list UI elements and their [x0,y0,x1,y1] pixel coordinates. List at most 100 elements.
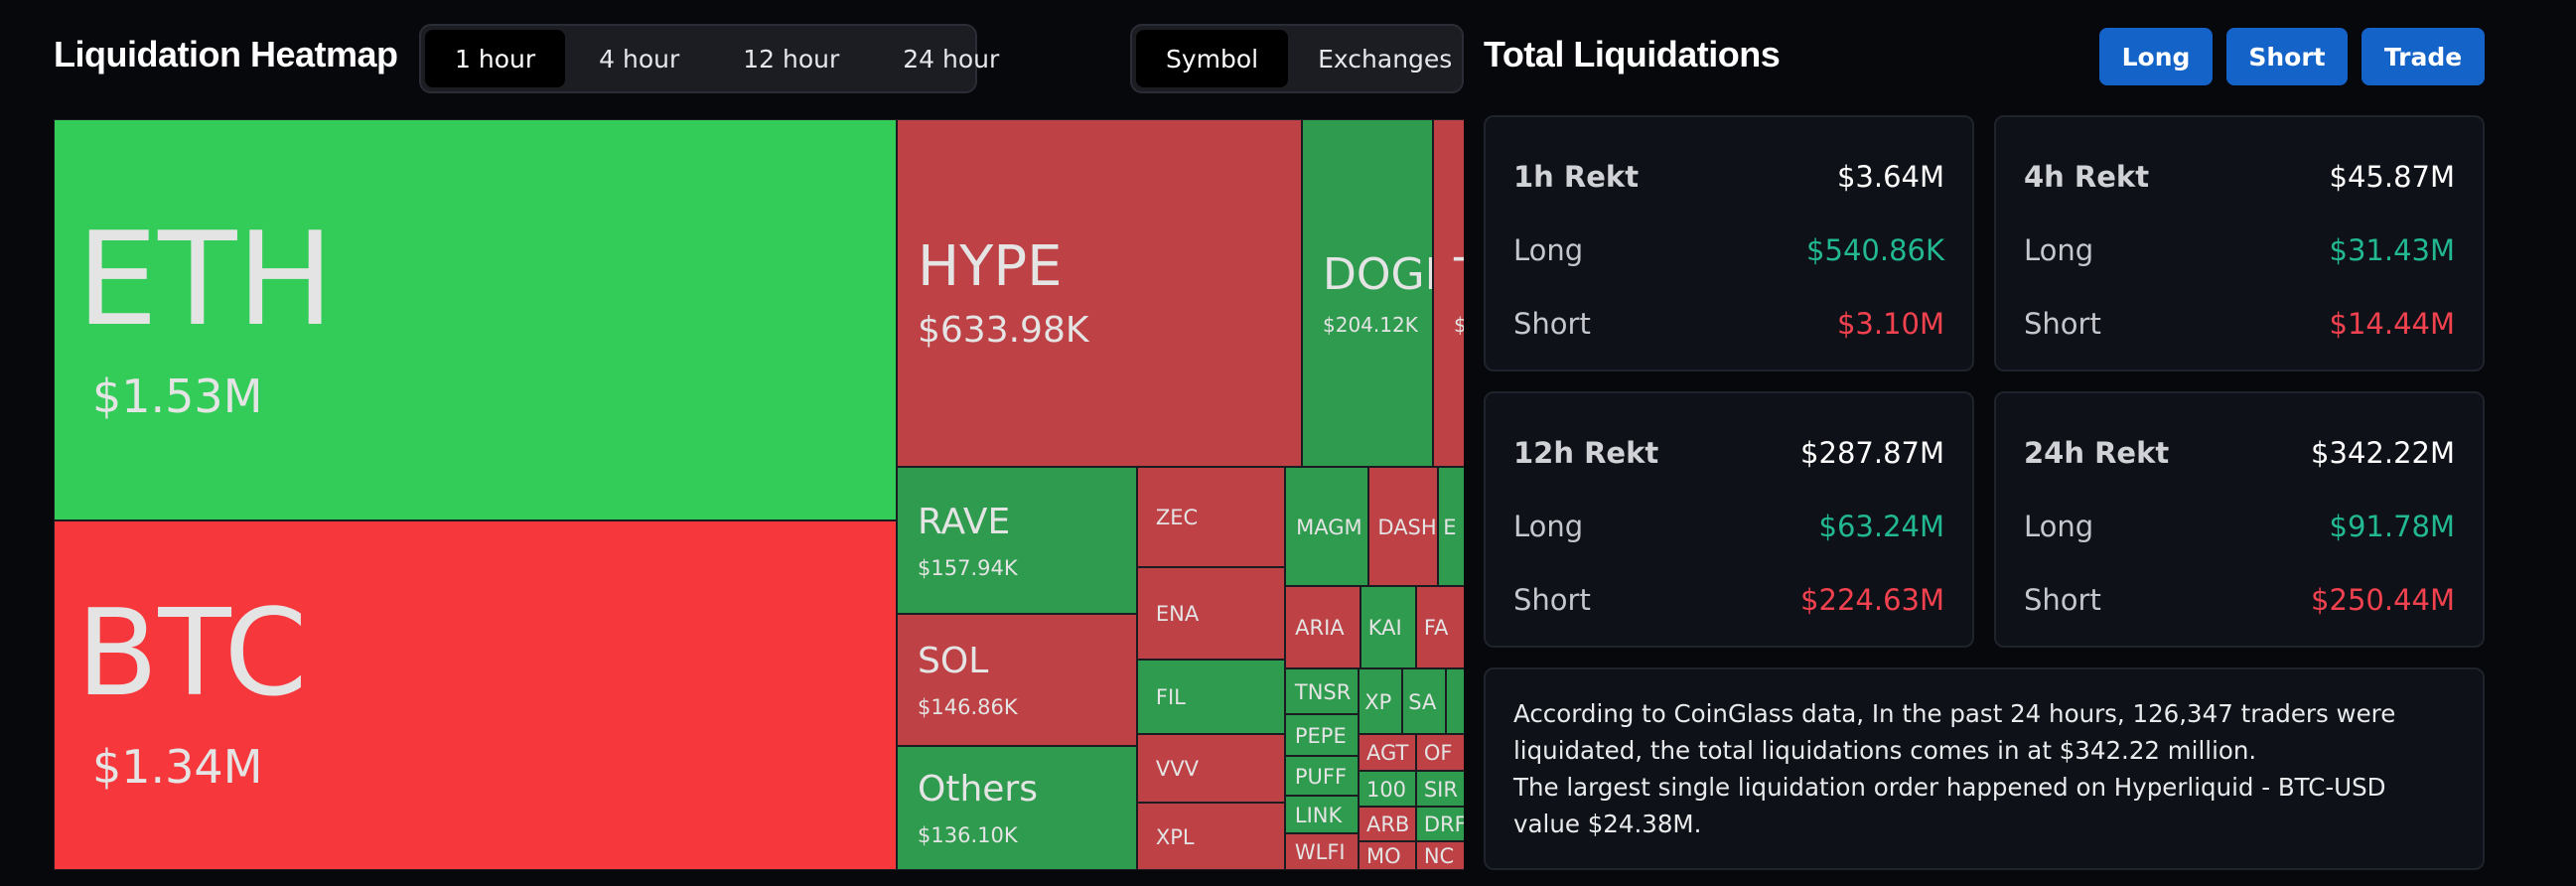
treemap-tile-xp[interactable]: XP [1359,668,1402,734]
long-label: Long [1513,233,1584,267]
treemap-tile-btc[interactable]: BTC $1.34M [54,520,897,870]
short-label: Short [2024,307,2101,341]
timeframe-12h-button[interactable]: 12 hour [743,44,840,74]
treemap-tile-link[interactable]: LINK [1285,796,1359,833]
rekt-total: $45.87M [2329,160,2456,194]
tile-symbol: BTC [76,585,308,723]
tile-value: $1.53M [92,369,263,423]
tile-symbol: VVV [1155,757,1199,781]
long-value: $63.24M [1818,510,1945,543]
treemap-tile-aria[interactable]: ARIA [1285,586,1360,668]
tile-symbol: MAGM [1296,515,1362,539]
short-value: $224.63M [1800,583,1944,617]
view-exchanges-button[interactable]: Exchanges [1318,44,1453,74]
long-button[interactable]: Long [2099,28,2213,85]
short-value: $14.44M [2329,307,2456,341]
treemap-tile-doge[interactable]: DOGE $204.12K [1302,119,1433,467]
tile-value: $ [1454,315,1464,335]
tile-value: $1.34M [92,740,263,794]
treemap-tile-hype[interactable]: HYPE $633.98K [897,119,1302,467]
treemap-tile-wlfi[interactable]: WLFI [1285,833,1359,870]
treemap-tile-vvv[interactable]: VVV [1137,734,1285,803]
tile-value: $136.10K [918,823,1018,847]
trade-button[interactable]: Trade [2361,28,2485,85]
timeframe-24h-button[interactable]: 24 hour [903,44,1000,74]
heatmap-title: Liquidation Heatmap [54,34,398,74]
tile-symbol: SIR [1423,777,1458,802]
treemap-tile-g1[interactable] [1446,668,1464,734]
tile-symbol: MO [1365,844,1401,868]
rekt-card-12h: 12h Rekt $287.87M Long $63.24M Short $224.6… [1484,391,1974,648]
long-label: Long [1513,510,1584,543]
rekt-label: 12h Rekt [1513,436,1659,470]
tile-symbol: DOGE [1323,249,1432,300]
treemap-tile-zec[interactable]: ZEC [1137,467,1285,567]
treemap-tile-arb[interactable]: ARB [1359,807,1416,841]
treemap-tile-sol[interactable]: SOL $146.86K [897,614,1137,746]
treemap-tile-puff[interactable]: PUFF [1285,756,1359,796]
timeframe-1h-button[interactable]: 1 hour [425,30,566,87]
treemap-tile-others[interactable]: Others $136.10K [897,746,1137,870]
tile-symbol: ZEC [1155,506,1199,529]
treemap-tile-t[interactable]: T$ [1433,119,1464,467]
tile-symbol: ETH [76,204,335,355]
tile-symbol: NC [1423,844,1455,868]
treemap-tile-sir[interactable]: SIR [1416,771,1464,807]
treemap-tile-ena[interactable]: ENA [1137,567,1285,660]
long-value: $91.78M [2329,510,2456,543]
treemap-tile-of[interactable]: OF [1416,734,1464,771]
tile-symbol: RAVE [918,501,1011,542]
treemap-tile-drf[interactable]: DRF [1416,807,1464,841]
tile-symbol: PEPE [1294,723,1347,748]
short-value: $250.44M [2311,583,2455,617]
treemap-tile-fa[interactable]: FA [1416,586,1464,668]
rekt-label: 4h Rekt [2024,160,2150,194]
rekt-card-24h: 24h Rekt $342.22M Long $91.78M Short $250.4… [1994,391,2485,648]
tile-symbol: AGT [1365,741,1409,765]
timeframe-4h-button[interactable]: 4 hour [599,44,680,74]
tile-symbol: 100 [1365,777,1407,802]
treemap-tile-rave[interactable]: RAVE $157.94K [897,467,1137,614]
summary-line-2: The largest single liquidation order hap… [1513,773,2386,838]
tile-symbol: T [1454,253,1464,297]
treemap-tile-magm[interactable]: MAGM [1285,467,1368,586]
rekt-total: $3.64M [1836,160,1944,194]
short-value: $3.10M [1836,307,1944,341]
summary-line-1: According to CoinGlass data, In the past… [1513,699,2396,765]
treemap-tile-kai[interactable]: KAI [1360,586,1416,668]
treemap-tile-xpl[interactable]: XPL [1137,803,1285,870]
rekt-card-1h: 1h Rekt $3.64M Long $540.86K Short $3.10M [1484,115,1974,371]
rekt-total: $342.22M [2311,436,2455,470]
tile-value: $146.86K [918,695,1018,719]
tile-symbol: LINK [1294,803,1343,827]
tile-symbol: HYPE [918,234,1063,299]
long-label: Long [2024,510,2094,543]
view-symbol-button[interactable]: Symbol [1136,30,1289,87]
treemap-tile-tnsr[interactable]: TNSR [1285,668,1359,714]
treemap-tile-n100[interactable]: 100 [1359,771,1416,807]
short-label: Short [2024,583,2101,617]
treemap-tile-agt[interactable]: AGT [1359,734,1416,771]
treemap-tile-eth[interactable]: ETH $1.53M [54,119,897,520]
treemap-tile-fil[interactable]: FIL [1137,660,1285,734]
rekt-label: 24h Rekt [2024,436,2170,470]
treemap-tile-mo[interactable]: MO [1359,841,1416,870]
tile-symbol: XP [1364,689,1392,714]
treemap-tile-dash[interactable]: DASH [1368,467,1438,586]
short-button[interactable]: Short [2226,28,2348,85]
treemap-tile-e[interactable]: E [1438,467,1464,586]
treemap-tile-nc[interactable]: NC [1416,841,1464,870]
tile-symbol: WLFI [1294,840,1346,864]
treemap-tile-pepe[interactable]: PEPE [1285,714,1359,756]
tile-symbol: DASH [1377,515,1437,539]
tile-value: $204.12K [1323,313,1418,337]
tile-symbol: FIL [1155,685,1186,709]
rekt-card-4h: 4h Rekt $45.87M Long $31.43M Short $14.44M [1994,115,2485,371]
liquidation-treemap: ETH $1.53M BTC $1.34M HYPE $633.98K DOGE $204.1… [54,119,1464,870]
tile-symbol: OF [1423,741,1453,765]
timeframe-selector: 1 hour 4 hour 12 hour 24 hour [419,24,999,93]
long-value: $540.86K [1806,233,1944,267]
treemap-tile-sa[interactable]: SA [1402,668,1446,734]
rekt-label: 1h Rekt [1513,160,1640,194]
tile-symbol: E [1443,515,1457,539]
